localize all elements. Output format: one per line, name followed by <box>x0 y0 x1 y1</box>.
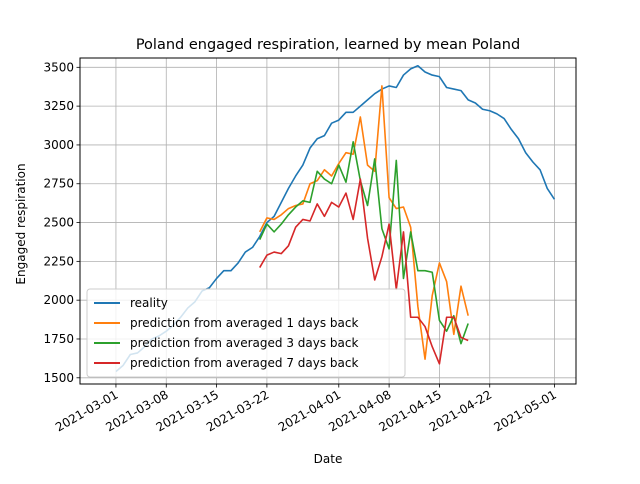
y-tick-label: 3250 <box>43 99 74 113</box>
y-tick-label: 3500 <box>43 60 74 74</box>
x-axis-ticks: 2021-03-012021-03-082021-03-152021-03-22… <box>53 384 559 434</box>
series-line-1 <box>258 85 469 360</box>
legend-box <box>86 288 406 378</box>
y-tick-label: 3000 <box>43 138 74 152</box>
y-axis-label: Engaged respiration <box>14 163 28 284</box>
legend-label: reality <box>130 296 168 310</box>
y-tick-label: 2250 <box>43 254 74 268</box>
y-tick-label: 2750 <box>43 177 74 191</box>
series-line-3 <box>259 178 469 365</box>
legend-label: prediction from averaged 3 days back <box>130 336 358 350</box>
legend-label: prediction from averaged 7 days back <box>130 356 358 370</box>
x-axis-label: Date <box>314 452 343 466</box>
legend: reality prediction from averaged 1 days b… <box>86 288 406 378</box>
y-tick-label: 1500 <box>43 371 74 385</box>
y-axis-ticks: 1500 1750 2000 2250 2500 2750 3000 3250 3500 <box>43 60 80 385</box>
chart-title: Poland engaged respiration, learned by m… <box>136 37 520 53</box>
x-tick-label: 2021-05-01 <box>492 387 559 434</box>
plot-frame <box>79 57 577 385</box>
y-tick-label: 2500 <box>43 216 74 230</box>
legend-label: prediction from averaged 1 days back <box>130 316 358 330</box>
series-line-2 <box>258 141 469 345</box>
y-tick-label: 2000 <box>43 293 74 307</box>
y-tick-label: 1750 <box>43 332 74 346</box>
